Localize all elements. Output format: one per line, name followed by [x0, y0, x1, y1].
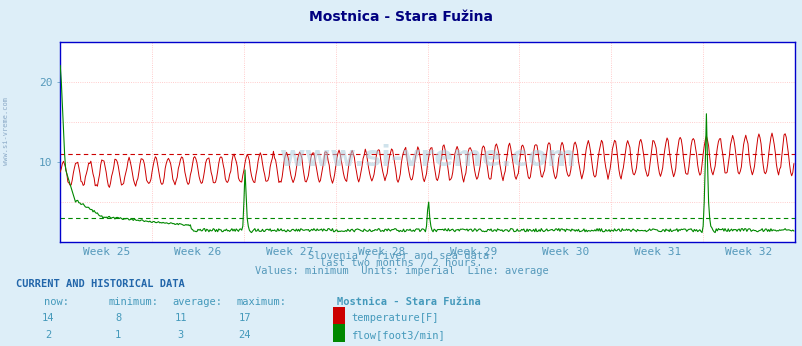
Text: maximum:: maximum:	[237, 297, 286, 307]
Text: 3: 3	[177, 330, 184, 340]
Text: 8: 8	[115, 313, 121, 323]
Text: 1: 1	[115, 330, 121, 340]
Text: Mostnica - Stara Fužina: Mostnica - Stara Fužina	[309, 10, 493, 24]
Text: 11: 11	[174, 313, 187, 323]
Text: last two months / 2 hours.: last two months / 2 hours.	[320, 258, 482, 268]
Text: Mostnica - Stara Fužina: Mostnica - Stara Fužina	[337, 297, 480, 307]
Text: CURRENT AND HISTORICAL DATA: CURRENT AND HISTORICAL DATA	[16, 279, 184, 289]
Text: 2: 2	[45, 330, 51, 340]
Text: minimum:: minimum:	[108, 297, 158, 307]
Text: 17: 17	[238, 313, 251, 323]
Text: 14: 14	[42, 313, 55, 323]
Text: average:: average:	[172, 297, 222, 307]
Text: Slovenia / river and sea data.: Slovenia / river and sea data.	[307, 251, 495, 261]
Text: Values: minimum  Units: imperial  Line: average: Values: minimum Units: imperial Line: av…	[254, 266, 548, 276]
Text: temperature[F]: temperature[F]	[350, 313, 438, 323]
Text: 24: 24	[238, 330, 251, 340]
Text: now:: now:	[44, 297, 69, 307]
Text: www.si-vreme.com: www.si-vreme.com	[3, 98, 10, 165]
Text: www.si-vreme.com: www.si-vreme.com	[279, 144, 575, 172]
Text: flow[foot3/min]: flow[foot3/min]	[350, 330, 444, 340]
